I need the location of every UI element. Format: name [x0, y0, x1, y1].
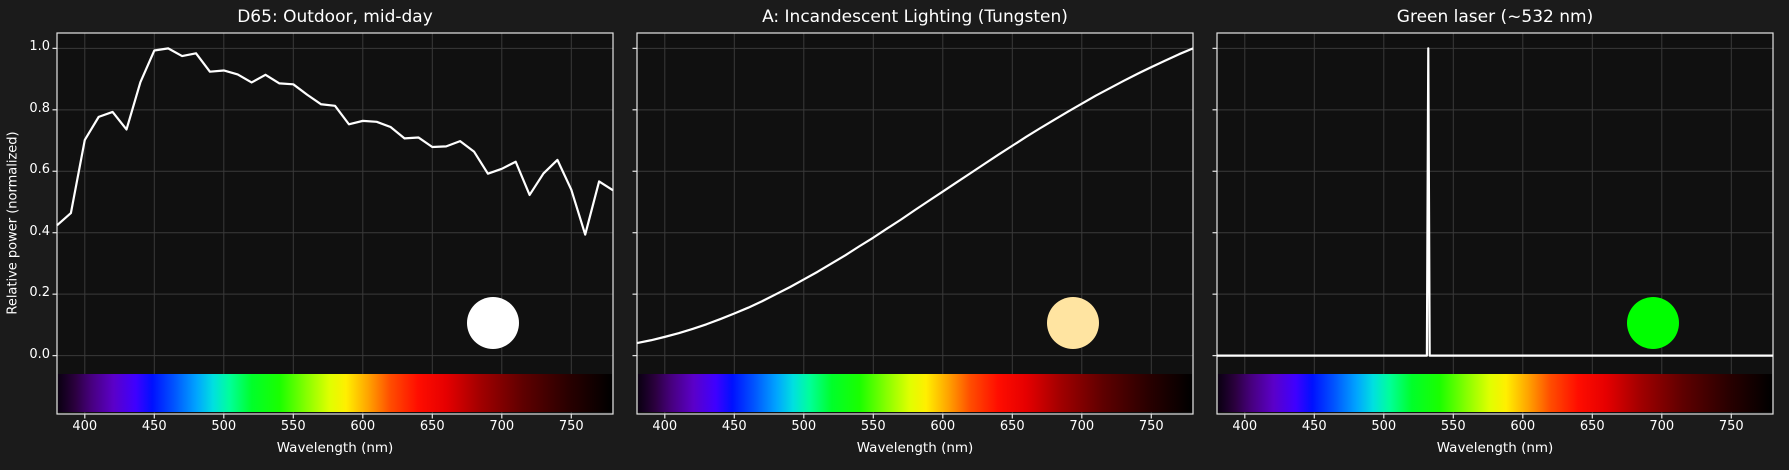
x-tick-label: 650 [999, 419, 1025, 434]
x-tick-label: 400 [1232, 419, 1258, 434]
x-tick-labels: 400 450 500 550 600 650 700 750 [637, 419, 1193, 435]
subplot-incandescent-axes [632, 32, 1194, 419]
y-tick-label: 0.2 [29, 285, 50, 301]
green-laser-color-swatch [1627, 297, 1679, 349]
subplot-incandescent: A: Incandescent Lighting (Tungsten) 400 4… [632, 0, 1194, 470]
y-tick-label: 0.6 [29, 162, 50, 178]
x-tick-labels: 400 450 500 550 600 650 700 750 [57, 419, 613, 435]
visible-spectrum-bar [638, 374, 1192, 412]
x-tick-label: 550 [280, 419, 306, 434]
d65-illuminant-color-swatch [467, 297, 519, 349]
x-axis-label: Wavelength (nm) [276, 440, 394, 456]
x-tick-label: 600 [930, 419, 956, 434]
d65-spd-plot [52, 32, 614, 419]
x-tick-labels: 400 450 500 550 600 650 700 750 [1217, 419, 1773, 435]
x-tick-label: 500 [1371, 419, 1397, 434]
axes-border [56, 32, 614, 415]
x-tick-label: 550 [860, 419, 886, 434]
x-tick-label: 500 [211, 419, 237, 434]
x-axis-label: Wavelength (nm) [1436, 440, 1554, 456]
subplot-green-laser-axes [1212, 32, 1774, 419]
y-tick-label: 1.0 [29, 39, 50, 55]
green-laser-spd-plot [1212, 32, 1774, 419]
visible-spectrum-bar [1218, 374, 1772, 412]
subplot-green-laser: Green laser (~532 nm) 400 450 500 550 600 650… [1212, 0, 1774, 470]
subplot-incandescent-title: A: Incandescent Lighting (Tungsten) [762, 7, 1068, 27]
x-tick-label: 650 [1579, 419, 1605, 434]
subplot-d65-title: D65: Outdoor, mid-day [237, 7, 433, 27]
x-tick-label: 700 [1649, 419, 1675, 434]
incandescent-spd-plot [632, 32, 1194, 419]
subplot-d65: D65: Outdoor, mid-day 400 450 500 550 600 650… [52, 0, 614, 470]
spd-curve [636, 47, 1194, 345]
subplot-d65-axes [52, 32, 614, 419]
x-tick-label: 700 [1069, 419, 1095, 434]
x-tick-label: 400 [72, 419, 98, 434]
y-tick-label: 0.8 [29, 100, 50, 116]
x-tick-label: 750 [1138, 419, 1164, 434]
y-tick-label: 0.4 [29, 223, 50, 239]
axes-border [1216, 32, 1774, 415]
x-tick-label: 650 [419, 419, 445, 434]
x-tick-label: 600 [350, 419, 376, 434]
x-tick-label: 500 [791, 419, 817, 434]
y-tick-label: 0.0 [29, 346, 50, 362]
x-tick-label: 450 [721, 419, 747, 434]
x-tick-label: 400 [652, 419, 678, 434]
x-tick-label: 700 [489, 419, 515, 434]
x-tick-label: 450 [1301, 419, 1327, 434]
spd-curve [56, 47, 614, 236]
subplot-green-laser-title: Green laser (~532 nm) [1396, 7, 1594, 27]
x-tick-label: 550 [1440, 419, 1466, 434]
visible-spectrum-bar [58, 374, 612, 412]
x-tick-label: 450 [141, 419, 167, 434]
incandescent-illuminant-color-swatch [1047, 297, 1099, 349]
x-tick-label: 750 [1718, 419, 1744, 434]
x-tick-label: 600 [1510, 419, 1536, 434]
x-axis-label: Wavelength (nm) [856, 440, 974, 456]
spd-curve [1217, 47, 1773, 357]
x-tick-label: 750 [558, 419, 584, 434]
axes-border [636, 32, 1194, 415]
